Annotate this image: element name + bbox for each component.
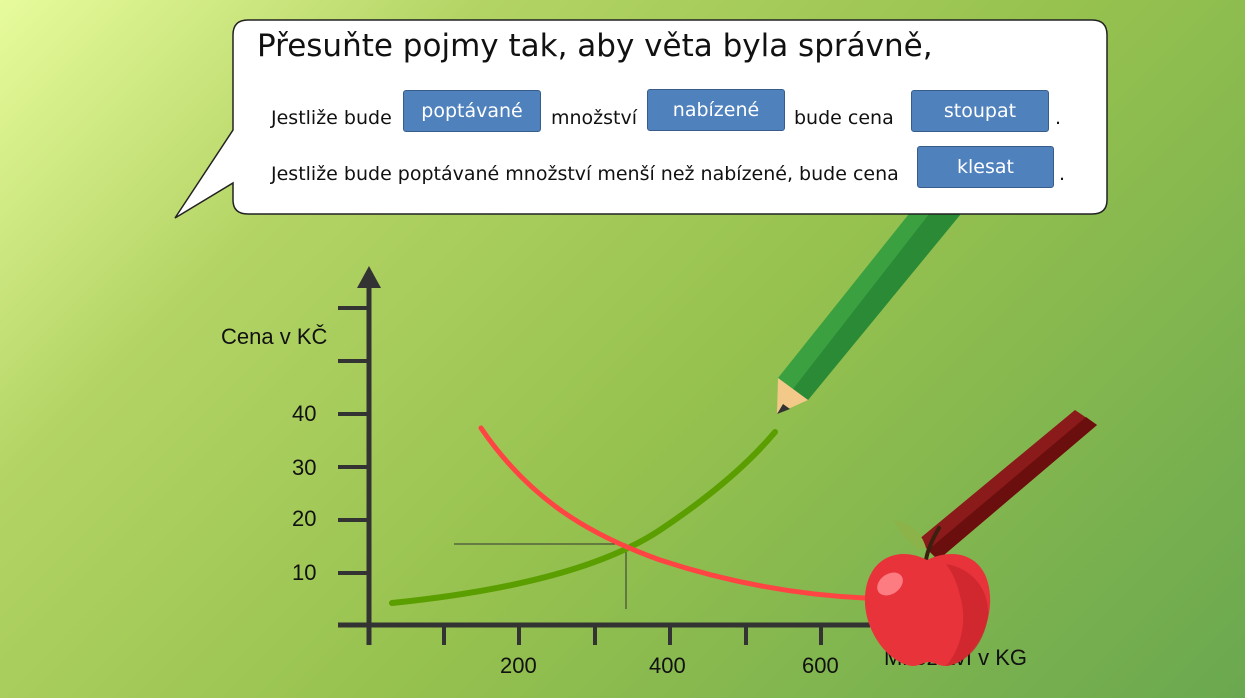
sentence1-part2: množství (551, 107, 638, 129)
x-tick-label-400: 400 (649, 653, 686, 678)
supply-curve (389, 429, 778, 606)
x-tick-label-600: 600 (802, 653, 839, 678)
y-tick-label-20: 20 (292, 506, 317, 531)
y-axis-label: Cena v KČ (221, 324, 328, 349)
pencil-green-icon (777, 190, 960, 414)
chip-stoupat[interactable]: stoupat (911, 90, 1049, 132)
x-tick-label-200: 200 (500, 653, 537, 678)
chip-klesat[interactable]: klesat (917, 146, 1054, 188)
chip-nabizene[interactable]: nabízené (647, 89, 785, 131)
y-tick-label-30: 30 (292, 455, 317, 480)
pencil-red-icon (918, 410, 1097, 560)
y-axis-arrow (357, 266, 381, 288)
sentence2-end: . (1059, 163, 1066, 185)
y-tick-label-40: 40 (292, 401, 317, 426)
y-tick-label-10: 10 (292, 560, 317, 585)
sentence1-part3: bude cena (794, 107, 894, 129)
demand-curve (478, 425, 868, 601)
sentence1-part1: Jestliže bude (271, 107, 392, 129)
instruction-title: Přesuňte pojmy tak, aby věta byla správn… (257, 28, 933, 64)
sentence2-text: Jestliže bude poptávané množství menší n… (271, 163, 899, 185)
sentence1-end: . (1055, 107, 1062, 129)
chip-poptavane[interactable]: poptávané (403, 90, 541, 132)
